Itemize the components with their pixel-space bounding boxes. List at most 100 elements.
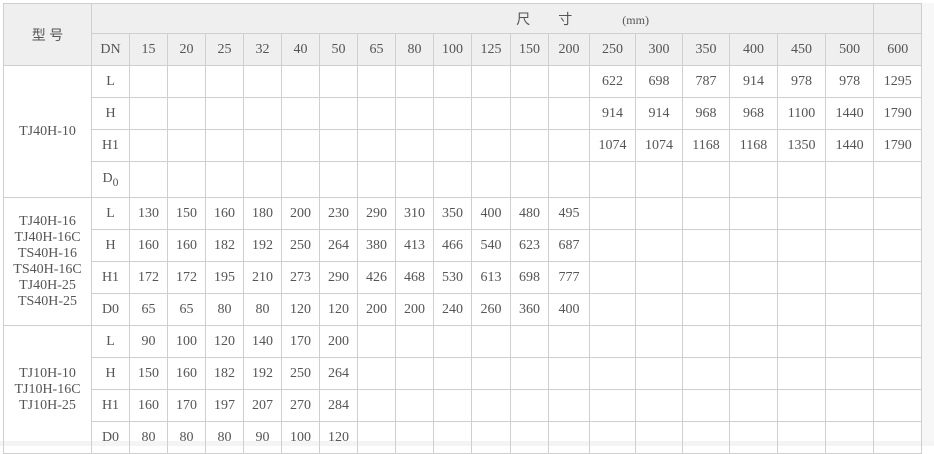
value-cell <box>395 357 434 390</box>
value-cell: 622 <box>589 65 636 98</box>
value-cell <box>873 325 923 358</box>
value-cell <box>395 65 434 98</box>
value-cell <box>777 229 826 262</box>
value-cell <box>777 197 826 230</box>
value-cell <box>635 293 683 326</box>
value-cell <box>873 229 923 262</box>
value-cell: 150 <box>129 357 168 390</box>
value-cell <box>471 421 511 454</box>
value-cell <box>589 261 636 294</box>
dn-value: 40 <box>281 33 320 66</box>
value-cell: 380 <box>357 229 396 262</box>
value-cell <box>471 325 511 358</box>
value-cell <box>510 389 549 422</box>
value-cell: 172 <box>129 261 168 294</box>
param-cell: L <box>91 325 130 358</box>
value-cell <box>319 97 358 130</box>
value-cell <box>548 161 590 198</box>
value-cell <box>357 97 396 130</box>
value-cell: 623 <box>510 229 549 262</box>
value-cell <box>433 357 472 390</box>
model-name: TJ40H-16C <box>14 229 81 245</box>
value-cell <box>510 421 549 454</box>
value-cell: 978 <box>824 65 875 98</box>
model-name: TJ40H-25 <box>19 277 76 293</box>
param-cell: L <box>91 65 130 98</box>
value-cell <box>510 325 549 358</box>
value-cell: 1074 <box>589 129 636 162</box>
value-cell <box>589 357 636 390</box>
value-cell <box>548 65 590 98</box>
value-cell: 1790 <box>873 129 923 162</box>
value-cell <box>281 129 320 162</box>
value-cell: 914 <box>635 97 683 130</box>
table-row: D0 <box>4 161 923 198</box>
model-header: 型 号 <box>3 3 92 66</box>
value-cell <box>471 65 511 98</box>
value-cell <box>729 293 778 326</box>
value-cell <box>589 197 636 230</box>
unit-label: (mm) <box>622 12 649 27</box>
value-cell <box>395 389 434 422</box>
value-cell <box>167 97 206 130</box>
model-name: TJ10H-16C <box>14 381 81 397</box>
value-cell <box>729 197 778 230</box>
table-row: H 150 160 182 192 250 264 <box>4 357 923 390</box>
value-cell: 264 <box>319 357 358 390</box>
value-cell <box>824 325 875 358</box>
value-cell: 914 <box>729 65 778 98</box>
value-cell: 100 <box>167 325 206 358</box>
value-cell: 540 <box>471 229 511 262</box>
value-cell: 80 <box>205 421 244 454</box>
value-cell <box>682 325 730 358</box>
value-cell <box>243 65 282 98</box>
value-cell: 90 <box>129 325 168 358</box>
value-cell: 160 <box>205 197 244 230</box>
value-cell <box>433 325 472 358</box>
dn-value: 50 <box>319 33 358 66</box>
value-cell <box>682 421 730 454</box>
table-row: D0 80 80 80 90 100 120 <box>4 421 923 454</box>
value-cell <box>729 261 778 294</box>
value-cell <box>395 129 434 162</box>
value-cell <box>548 357 590 390</box>
model-cell: TJ10H-10 TJ10H-16C TJ10H-25 <box>3 325 92 454</box>
table-row: H 160 160 182 192 250 264 380 413 466 540 623 687 <box>4 229 923 262</box>
dn-value: 15 <box>129 33 168 66</box>
value-cell <box>510 65 549 98</box>
model-name: TJ10H-10 <box>19 365 76 381</box>
dn-value: 350 <box>682 33 730 66</box>
value-cell: 777 <box>548 261 590 294</box>
value-cell <box>395 421 434 454</box>
value-cell <box>777 161 826 198</box>
table-row: TJ40H-16 TJ40H-16C TS40H-16 TS40H-16C TJ40H-… <box>3 197 923 326</box>
value-cell <box>729 357 778 390</box>
header-blank <box>873 3 923 34</box>
dn-value: 65 <box>357 33 396 66</box>
value-cell: 120 <box>319 293 358 326</box>
value-cell <box>243 129 282 162</box>
value-cell <box>635 261 683 294</box>
value-cell <box>357 161 396 198</box>
model-name: TS40H-16 <box>17 245 78 261</box>
dn-value: 80 <box>395 33 434 66</box>
value-cell <box>824 197 875 230</box>
value-cell <box>548 129 590 162</box>
value-cell <box>548 389 590 422</box>
value-cell <box>589 161 636 198</box>
value-cell <box>510 97 549 130</box>
value-cell: 360 <box>510 293 549 326</box>
param-cell: L <box>91 197 130 230</box>
value-cell <box>205 97 244 130</box>
value-cell <box>729 325 778 358</box>
value-cell: 172 <box>167 261 206 294</box>
dn-value: 125 <box>471 33 511 66</box>
model-name: TS40H-25 <box>17 293 78 309</box>
value-cell <box>433 129 472 162</box>
value-cell <box>471 389 511 422</box>
value-cell <box>471 357 511 390</box>
value-cell: 413 <box>395 229 434 262</box>
value-cell <box>319 161 358 198</box>
value-cell <box>635 389 683 422</box>
value-cell: 120 <box>319 421 358 454</box>
